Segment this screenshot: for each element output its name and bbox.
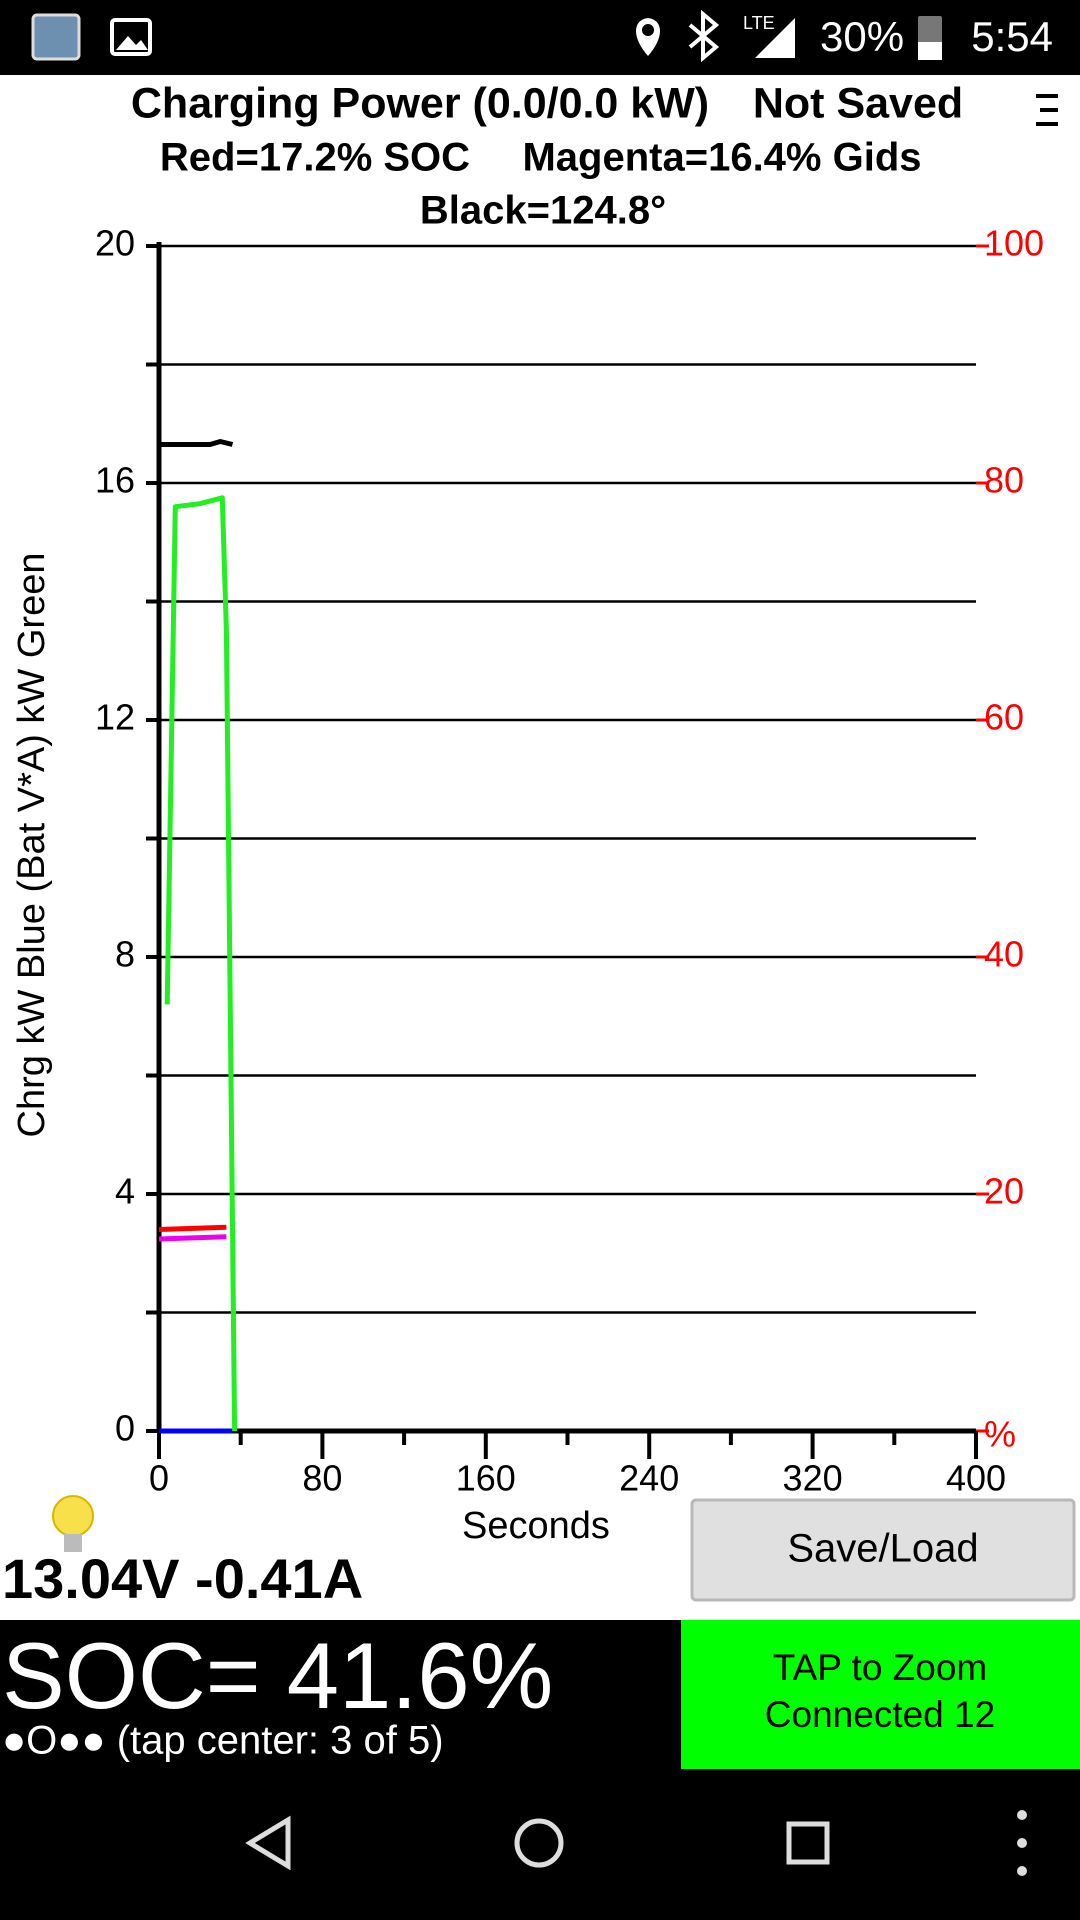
app-icon <box>31 13 81 61</box>
x-axis-label: Seconds <box>462 1505 610 1547</box>
y2-tick-label: 40 <box>984 934 1024 975</box>
zoom-panel-bg <box>681 1620 1080 1769</box>
y2-tick-label: 60 <box>984 697 1024 738</box>
network-type: LTE <box>743 13 775 33</box>
nav-recent[interactable] <box>786 1821 830 1865</box>
bulb-glass <box>52 1495 94 1537</box>
x-tick-label: 320 <box>783 1458 843 1499</box>
chart-title: Charging Power (0.0/0.0 kW) <box>131 79 709 127</box>
bluetooth-icon <box>688 9 720 63</box>
image-icon-shape <box>116 36 148 50</box>
x-tick-label: 0 <box>149 1458 169 1499</box>
connection-text: Connected 12 <box>765 1694 995 1735</box>
battery-percent: 30% <box>820 13 904 60</box>
y-tick-label: 20 <box>95 223 135 264</box>
location-dot <box>642 24 654 36</box>
button-bg <box>690 1498 1076 1602</box>
y-tick-label: 8 <box>115 934 135 975</box>
menu-icon[interactable] <box>1036 94 1058 126</box>
menu-bar <box>1036 122 1058 126</box>
dot <box>1017 1838 1027 1848</box>
save-status: Not Saved <box>753 79 963 127</box>
subtitle: Red=17.2% SOC <box>160 136 470 180</box>
location-icon <box>636 18 660 56</box>
y-tick-label: 12 <box>95 697 135 738</box>
button-label: Save/Load <box>787 1527 978 1571</box>
menu-bar <box>1040 108 1058 112</box>
nav-back[interactable] <box>245 1815 291 1871</box>
y2-tick-label: % <box>984 1414 1016 1455</box>
subtitle: Black=124.8° <box>420 189 666 233</box>
data-line <box>158 1224 227 1232</box>
x-tick-label: 80 <box>302 1458 342 1499</box>
data-line <box>159 439 234 447</box>
clock: 5:54 <box>971 13 1053 60</box>
x-tick-label: 400 <box>946 1458 1006 1499</box>
y-axis-label: Chrg kW Blue (Bat V*A) kW Green <box>11 553 53 1138</box>
zoom-text: TAP to Zoom <box>773 1647 988 1688</box>
zoom-panel[interactable]: TAP to Zoom Connected 12 <box>681 1620 1080 1769</box>
signal-icon <box>755 18 795 58</box>
save-load-button[interactable]: Save/Load <box>690 1498 1076 1602</box>
battery-level <box>918 42 942 60</box>
dot <box>1017 1810 1027 1820</box>
y-tick-label: 4 <box>115 1171 135 1212</box>
dot <box>1017 1866 1027 1876</box>
y-tick-label: 0 <box>115 1408 135 1449</box>
data-line <box>158 1234 227 1242</box>
nav-home[interactable] <box>514 1818 564 1868</box>
nav-more[interactable] <box>1017 1810 1027 1876</box>
y2-tick-label: 100 <box>984 223 1044 264</box>
x-tick-label: 240 <box>619 1458 679 1499</box>
page-indicator: ●O●● (tap center: 3 of 5) <box>2 1719 444 1763</box>
subtitle: Magenta=16.4% Gids <box>522 136 921 180</box>
bulb-base <box>64 1534 82 1552</box>
status-bar <box>0 0 1080 75</box>
y2-tick-label: 80 <box>984 460 1024 501</box>
x-tick-label: 160 <box>456 1458 516 1499</box>
bulb-icon[interactable] <box>52 1495 94 1552</box>
chart: 0 4 8 12 16 20% 20 40 60 80 100 0 80 160 240 320 400 <box>95 223 1044 1499</box>
image-icon <box>110 18 152 56</box>
data-line <box>164 495 238 1432</box>
voltage-current: 13.04V -0.41A <box>2 1547 363 1610</box>
menu-bar <box>1036 94 1058 98</box>
y-tick-label: 16 <box>95 460 135 501</box>
y2-tick-label: 20 <box>984 1171 1024 1212</box>
soc-readout: SOC= 41.6% <box>2 1623 553 1728</box>
